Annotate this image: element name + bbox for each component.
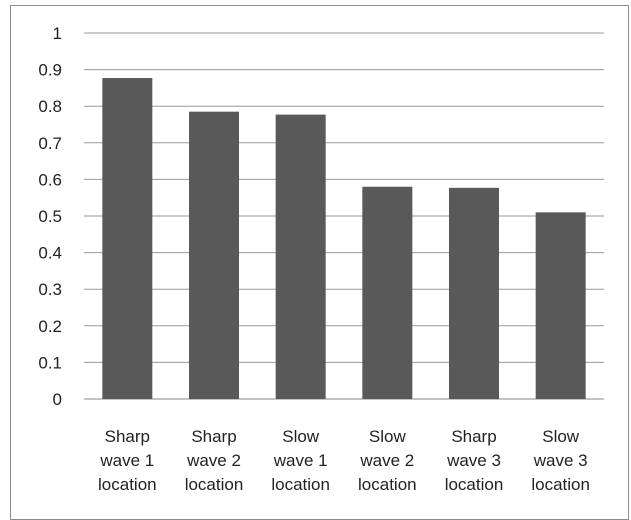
gridlines [84, 32, 604, 400]
y-tick-label: 0.2 [38, 317, 62, 336]
x-category-label: Sharp wave 2 location [185, 427, 244, 494]
x-category-label: Slow wave 2 location [358, 427, 417, 494]
y-tick-label: 0 [53, 390, 62, 409]
y-tick-label: 1 [53, 24, 62, 43]
bar [449, 187, 499, 399]
bar [362, 186, 413, 399]
y-tick-label: 0.9 [38, 61, 62, 80]
y-tick-label: 0.3 [38, 280, 62, 299]
x-category-label: Sharp wave 1 location [98, 427, 157, 494]
y-axis-ticks: 0 0.1 0.2 0.3 0.4 0.5 0.6 0.7 0.8 0.9 1 [38, 24, 62, 409]
bars [102, 78, 586, 400]
y-tick-label: 0.1 [38, 353, 62, 372]
x-axis-labels: Sharp wave 1 location Sharp wave 2 location Sl… [98, 427, 590, 494]
y-tick-label: 0.5 [38, 207, 62, 226]
bar [275, 114, 326, 400]
y-tick-label: 0.4 [38, 244, 62, 263]
bar [189, 111, 239, 399]
y-tick-label: 0.8 [38, 97, 62, 116]
x-category-label: Sharp wave 3 location [445, 427, 504, 494]
x-category-label: Slow wave 3 location [531, 427, 590, 494]
y-tick-label: 0.7 [38, 134, 62, 153]
bar [102, 78, 153, 399]
bar [535, 212, 586, 399]
x-category-label: Slow wave 1 location [271, 427, 330, 494]
y-tick-label: 0.6 [38, 170, 62, 189]
